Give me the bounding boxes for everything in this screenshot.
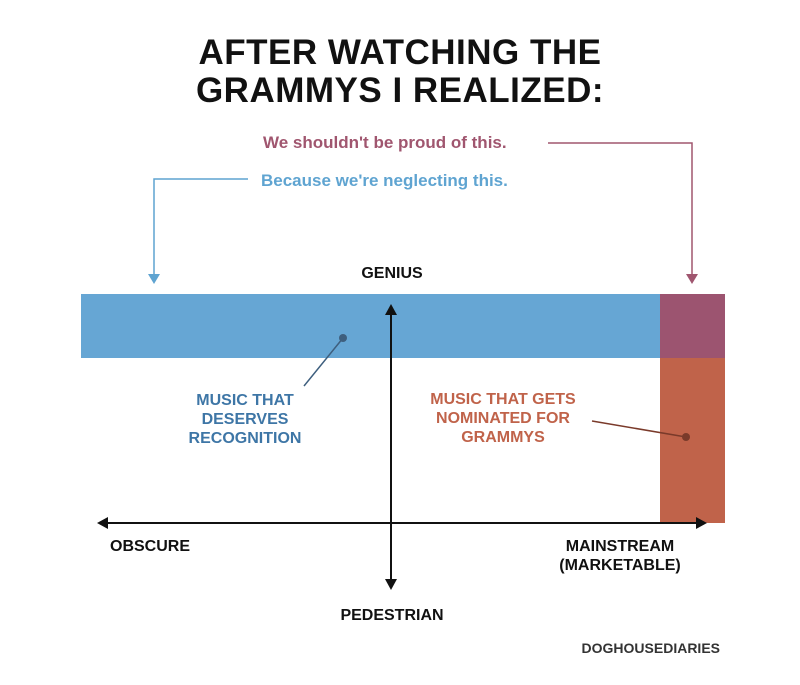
title-line-1: AFTER WATCHING THE: [198, 33, 602, 72]
axis-label-genius: GENIUS: [361, 265, 423, 282]
axis-arrow-up: [385, 304, 397, 315]
deserves-line-2: DESERVES: [201, 411, 289, 428]
nominated-leader-dot: [682, 433, 690, 441]
nominated-line-2: NOMINATED FOR: [436, 410, 570, 427]
axis-arrow-right: [696, 517, 707, 529]
nominated-label: MUSIC THAT GETS NOMINATED FOR GRAMMYS: [405, 390, 601, 447]
page-title: AFTER WATCHING THE GRAMMYS I REALIZED:: [0, 34, 800, 110]
overlap-region: [660, 294, 725, 358]
deserves-line-3: RECOGNITION: [188, 430, 302, 447]
mainstream-line-1: MAINSTREAM: [565, 538, 675, 555]
credit-text: DOGHOUSEDIARIES: [581, 640, 720, 656]
axis-label-mainstream: MAINSTREAM (MARKETABLE): [540, 537, 700, 575]
mainstream-line-2: (MARKETABLE): [559, 557, 681, 574]
proud-connector: [548, 142, 693, 276]
deserves-leader-dot: [339, 334, 347, 342]
deserves-line-1: MUSIC THAT: [196, 392, 294, 409]
axis-label-obscure: OBSCURE: [110, 538, 191, 555]
nominated-leader-line: [591, 420, 687, 438]
proud-annotation: We shouldn't be proud of this.: [263, 133, 507, 152]
axis-label-pedestrian: PEDESTRIAN: [340, 607, 444, 624]
proud-arrowhead: [686, 274, 698, 284]
axis-arrow-down: [385, 579, 397, 590]
nominated-line-3: GRAMMYS: [461, 429, 545, 446]
neglect-connector: [153, 178, 248, 276]
nominated-band: [660, 358, 725, 523]
deserves-recognition-band: [81, 294, 661, 358]
deserves-leader-line: [303, 337, 344, 387]
neglect-annotation: Because we're neglecting this.: [261, 171, 508, 190]
deserves-recognition-label: MUSIC THAT DESERVES RECOGNITION: [170, 391, 320, 448]
title-line-2: GRAMMYS I REALIZED:: [195, 71, 605, 110]
neglect-arrowhead: [148, 274, 160, 284]
axis-arrow-left: [97, 517, 108, 529]
nominated-line-1: MUSIC THAT GETS: [430, 391, 576, 408]
